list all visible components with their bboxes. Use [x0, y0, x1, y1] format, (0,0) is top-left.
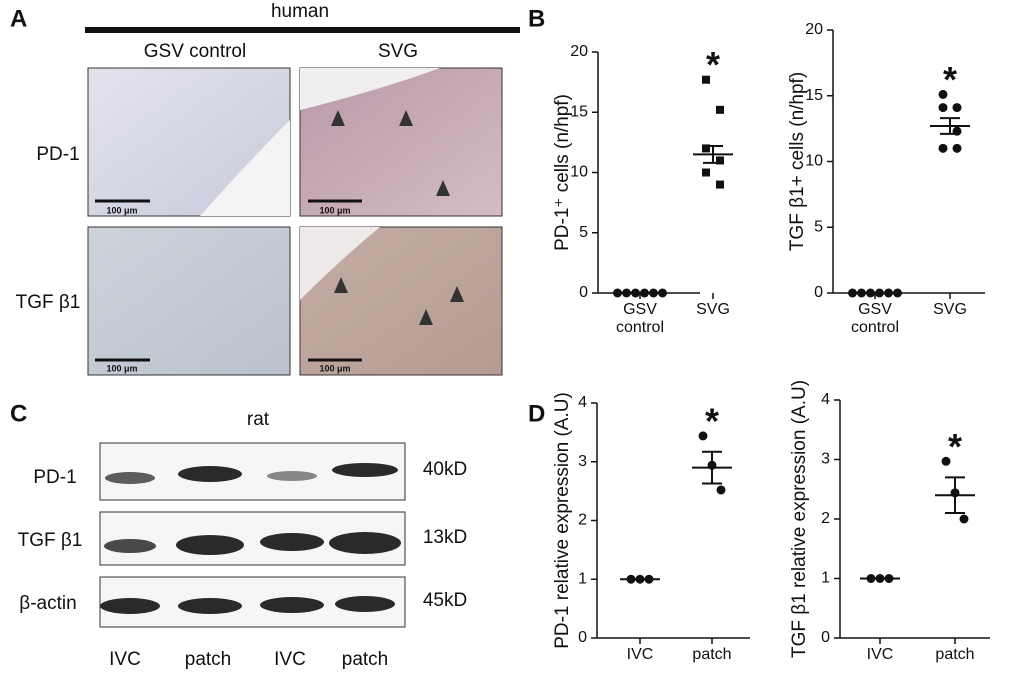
column-header: SVG [378, 41, 418, 62]
blot-label: PD-1 [33, 467, 76, 488]
group-bar [85, 27, 520, 33]
x-tick-label: GSV control [850, 301, 900, 336]
annotation: * [705, 400, 719, 441]
y-tick-label: 4 [821, 391, 830, 408]
data-point [941, 456, 951, 466]
annotation: * [948, 426, 962, 467]
scale-bars [95, 199, 362, 362]
data-point [702, 168, 710, 177]
row-label: PD-1 [36, 144, 79, 165]
x-tick-label-box: IVC [626, 646, 654, 663]
y-tick-label: 20 [805, 21, 823, 38]
y-tick-label: 15 [570, 103, 588, 120]
panel-label: A [10, 5, 27, 32]
data-point [698, 431, 708, 441]
y-tick-label: 1 [821, 570, 830, 587]
x-tick-label-box: patch [692, 646, 732, 663]
y-tick-label: 0 [814, 284, 823, 301]
data-point [716, 105, 724, 114]
data-point [893, 288, 902, 298]
data-point [702, 144, 710, 153]
micrograph [87, 226, 291, 376]
y-tick-label: 3 [821, 451, 830, 468]
data-point [952, 143, 962, 153]
y-tick-label: 10 [805, 153, 823, 170]
y-tick-label: 15 [805, 87, 823, 104]
size-label: 13kD [423, 527, 467, 548]
x-tick-label-box: GSV control [850, 301, 900, 336]
arrowheads [331, 110, 464, 325]
y-tick-label: 5 [814, 218, 823, 235]
lane-label: patch [342, 649, 388, 670]
data-point [938, 143, 948, 153]
y-tick-label: 10 [570, 164, 588, 181]
data-point [938, 103, 948, 113]
size-label: 40kD [423, 459, 467, 480]
data-point [716, 156, 724, 165]
background [200, 120, 290, 216]
data-point [716, 180, 724, 189]
data-point [952, 103, 962, 113]
y-tick-label: 4 [578, 394, 587, 411]
y-axis-label: PD-1 relative expression (A.U) [552, 392, 573, 649]
x-tick-label-box: SVG [933, 301, 967, 318]
lane-label: IVC [274, 649, 306, 670]
x-tick-label: IVC [626, 646, 654, 663]
x-tick-label: IVC [866, 646, 894, 663]
y-tick-label: 20 [570, 43, 588, 60]
data-point [716, 485, 726, 495]
y-axis-label: PD-1⁺ cells (n/hpf) [552, 94, 573, 251]
blot-title: rat [247, 409, 270, 430]
panel-label: D [528, 400, 545, 427]
y-tick-label: 2 [578, 512, 587, 529]
background [300, 68, 440, 110]
blot-label: β-actin [19, 593, 76, 614]
y-axis-label: TGF β1 relative expression (A.U) [789, 380, 810, 658]
data-point [959, 514, 969, 524]
background [300, 227, 380, 300]
x-tick-label: SVG [933, 301, 967, 318]
y-tick-label: 0 [579, 284, 588, 301]
data-point [848, 288, 857, 298]
column-header: GSV control [144, 41, 246, 62]
blot-label: TGF β1 [18, 530, 83, 551]
row-label: TGF β1 [16, 292, 81, 313]
scale-label: 100 μm [106, 363, 137, 373]
bands [100, 463, 401, 614]
y-tick-label: 1 [578, 570, 587, 587]
data-point [613, 288, 622, 298]
scale-label: 100 μm [319, 205, 350, 215]
panel-label: B [528, 5, 545, 32]
x-tick-label: SVG [696, 301, 730, 318]
x-tick-label-box: SVG [696, 301, 730, 318]
x-tick-label-box: patch [935, 646, 975, 663]
lane-label: patch [185, 649, 231, 670]
data-point [938, 89, 948, 99]
data-point [702, 75, 710, 84]
x-tick-label: patch [692, 646, 732, 663]
x-tick-label-box: IVC [866, 646, 894, 663]
blots [99, 442, 406, 628]
x-tick-label: GSV control [615, 301, 665, 336]
lane-label: IVC [109, 649, 141, 670]
y-tick-label: 5 [579, 224, 588, 241]
panel-label: C [10, 400, 27, 427]
y-axis-label: TGF β1+ cells (n/hpf) [787, 72, 808, 251]
micrographs: 100 μm 100 μm 100 μm 100 μm [87, 67, 503, 376]
size-label: 45kD [423, 590, 467, 611]
x-tick-label: patch [935, 646, 975, 663]
data-point [658, 288, 667, 298]
scale-label: 100 μm [106, 205, 137, 215]
scale-label: 100 μm [319, 363, 350, 373]
group-title: human [271, 1, 329, 22]
y-tick-label: 0 [821, 629, 830, 646]
annotation: * [943, 59, 957, 100]
y-tick-label: 3 [578, 453, 587, 470]
x-tick-label-box: GSV control [615, 301, 665, 336]
annotation: * [706, 44, 720, 85]
y-tick-label: 2 [821, 510, 830, 527]
y-tick-label: 0 [578, 629, 587, 646]
